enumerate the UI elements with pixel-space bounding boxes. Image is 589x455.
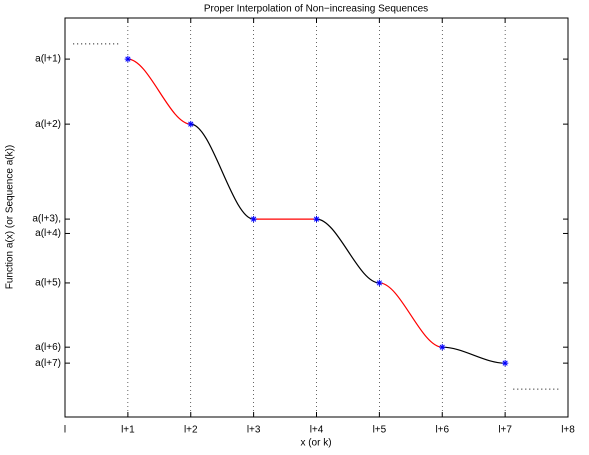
x-tick-label: l+1: [121, 425, 135, 436]
x-tick-label: l+3: [247, 425, 261, 436]
x-tick-label: l+5: [373, 425, 387, 436]
data-point: [124, 55, 132, 63]
marker-stroke: [439, 344, 445, 350]
y-tick-label: a(l+6): [35, 342, 61, 353]
y-axis-label: Function a(x) (or Sequence a(k)): [5, 145, 16, 290]
y-tick-label: a(l+2): [35, 119, 61, 130]
y-tick-label: a(l+4): [35, 228, 61, 239]
curve-segment: [379, 282, 443, 348]
y-tick-label: a(l+7): [35, 358, 61, 369]
curve-segment: [127, 58, 191, 125]
x-tick-label: l+2: [184, 425, 198, 436]
chart-title: Proper Interpolation of Non−increasing S…: [204, 4, 428, 15]
data-point: [313, 215, 320, 223]
curve-segment: [442, 346, 506, 364]
x-tick-label: l+7: [498, 425, 512, 436]
data-point: [439, 343, 446, 351]
y-tick-label: a(l+5): [35, 278, 61, 289]
marker-stroke: [188, 121, 194, 127]
x-tick-label: l+8: [561, 425, 575, 436]
x-tick-label: l+6: [435, 425, 449, 436]
data-point: [187, 120, 194, 128]
marker-stroke: [313, 216, 320, 222]
data-point: [376, 279, 383, 287]
marker-stroke: [502, 360, 508, 366]
x-axis-label: x (or k): [300, 438, 331, 449]
curve-segment: [316, 218, 380, 284]
marker-stroke: [125, 56, 131, 62]
curve-segment: [190, 123, 254, 220]
x-tick-label: l+4: [310, 425, 324, 436]
marker-stroke: [251, 216, 257, 222]
x-tick-label: l: [64, 425, 66, 436]
data-point: [501, 359, 509, 367]
plot-frame: [64, 17, 569, 418]
y-tick-label: a(l+1): [35, 54, 61, 65]
marker-stroke: [376, 280, 382, 286]
y-tick-label: a(l+3),: [32, 214, 61, 225]
data-point: [250, 215, 257, 223]
